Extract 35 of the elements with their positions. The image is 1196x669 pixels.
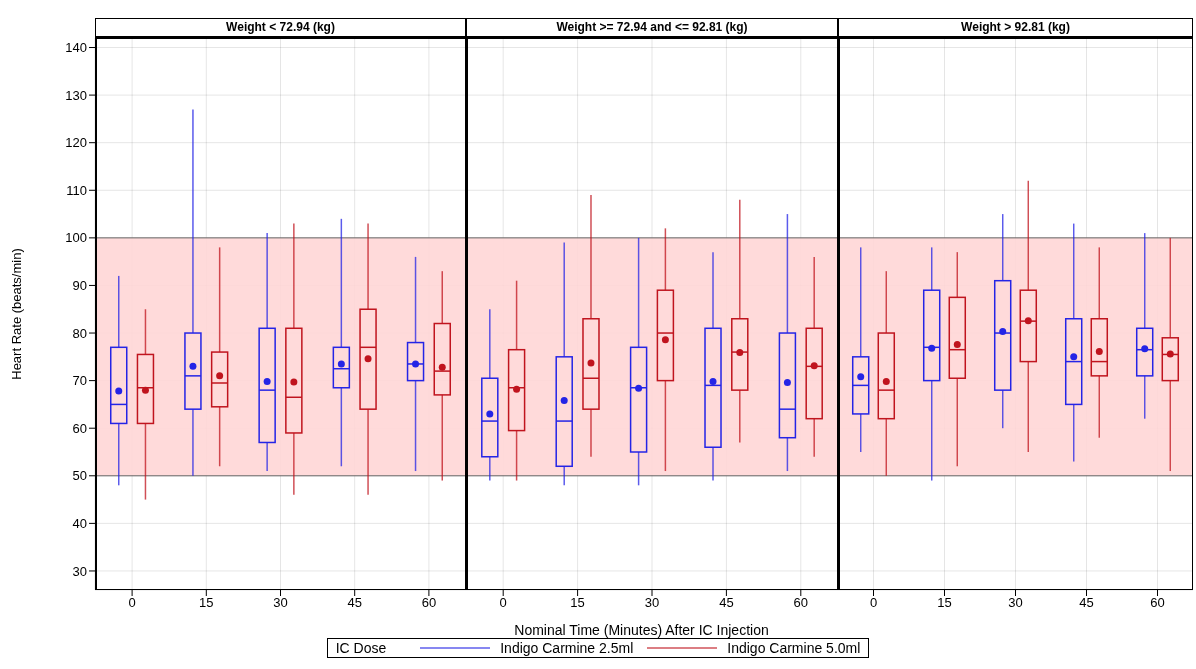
x-tick-label: 45 — [719, 595, 734, 611]
x-tick-label: 30 — [644, 595, 660, 611]
legend-label: Indigo Carmine 5.0ml — [727, 639, 861, 657]
y-tick-label: 120 — [65, 135, 87, 151]
chart-title: Weight < 72.94 (kg) — [226, 20, 335, 34]
legend-title: IC Dose — [335, 639, 387, 657]
y-tick-label: 140 — [65, 40, 87, 56]
y-tick-label: 80 — [72, 325, 87, 341]
y-tick-label: 50 — [72, 468, 87, 484]
x-tick-label: 0 — [128, 595, 136, 611]
chart-title: Weight > 92.81 (kg) — [961, 20, 1070, 34]
x-tick-label: 45 — [1079, 595, 1094, 611]
x-tick-label: 15 — [199, 595, 214, 611]
x-axis-title: Nominal Time (Minutes) After IC Injection — [513, 622, 770, 638]
x-tick-label: 45 — [347, 595, 362, 611]
chart-title: Weight >= 72.94 and <= 92.81 (kg) — [556, 20, 748, 34]
legend-label: Indigo Carmine 2.5ml — [500, 639, 634, 657]
y-tick-label: 60 — [72, 420, 87, 436]
x-tick-label: 30 — [273, 595, 288, 611]
y-tick-label: 100 — [65, 230, 87, 246]
y-tick-label: 110 — [66, 182, 87, 198]
x-tick-label: 15 — [937, 595, 952, 611]
x-tick-label: 60 — [421, 595, 437, 611]
y-tick-label: 70 — [72, 373, 87, 389]
x-tick-label: 15 — [570, 595, 585, 611]
x-tick-label: 60 — [793, 595, 809, 611]
x-tick-label: 0 — [869, 595, 878, 611]
y-axis-title: Heart Rate (beats/min) — [8, 248, 24, 380]
y-tick-label: 130 — [65, 87, 87, 103]
x-tick-label: 30 — [1008, 595, 1023, 611]
y-tick-label: 90 — [72, 278, 87, 294]
x-tick-label: 60 — [1150, 595, 1165, 611]
y-tick-label: 40 — [72, 515, 87, 531]
x-tick-label: 0 — [499, 595, 507, 611]
y-tick-label: 30 — [72, 563, 87, 579]
